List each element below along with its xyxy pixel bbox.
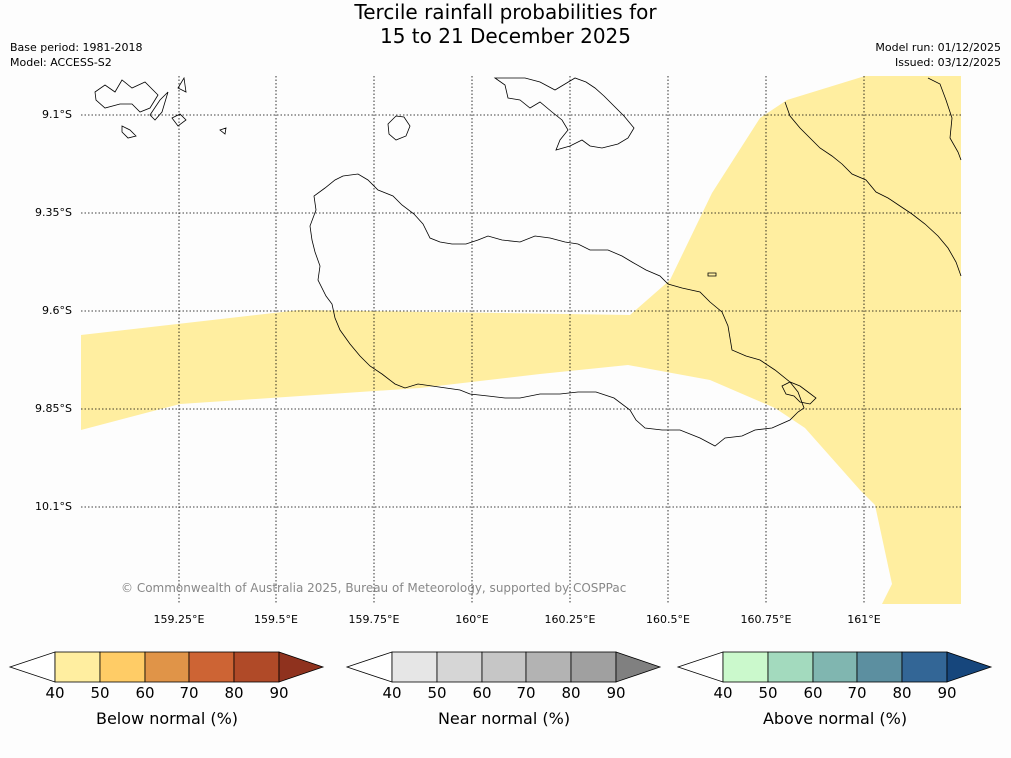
tick: 40 <box>713 684 733 702</box>
probability-shading <box>81 76 961 604</box>
colorbar-above-upper-triangle <box>946 651 993 683</box>
colorbar-near-swatch-5 <box>570 651 617 683</box>
colorbar-below-swatch-2 <box>99 651 146 683</box>
tick: 90 <box>606 684 626 702</box>
model-run: Model run: 01/12/2025 <box>875 41 1001 54</box>
tick: 80 <box>561 684 581 702</box>
colorbar-above <box>676 651 993 683</box>
colorbar-above-swatch-3 <box>812 651 858 683</box>
lon-label-160-75: 160.75°E <box>740 613 792 626</box>
coast-small-island <box>387 115 411 141</box>
tick: 80 <box>224 684 244 702</box>
lat-label-10-1: 10.1°S <box>35 500 72 513</box>
lon-label-161: 161°E <box>847 613 881 626</box>
colorbar-near-swatch-2 <box>436 651 483 683</box>
tick: 90 <box>937 684 957 702</box>
tick: 90 <box>269 684 289 702</box>
title-line-1: Tercile rainfall probabilities for <box>354 0 657 24</box>
lon-label-159-5: 159.5°E <box>254 613 298 626</box>
tick: 60 <box>803 684 823 702</box>
tick: 50 <box>758 684 778 702</box>
colorbar-above-swatch-5 <box>901 651 948 683</box>
colorbar-above-lower-triangle <box>676 651 724 683</box>
shading-below-normal-region <box>81 76 961 604</box>
tick: 50 <box>90 684 110 702</box>
coast-florida-islands <box>493 77 635 151</box>
title-line-2: 15 to 21 December 2025 <box>379 24 631 48</box>
coast-guadalcanal <box>309 173 805 447</box>
colorbar-below-swatch-1 <box>54 651 101 683</box>
colorbar-below-label: Below normal (%) <box>95 709 239 728</box>
coast-russell-islands <box>94 76 227 139</box>
lat-label-9-35: 9.35°S <box>35 206 72 219</box>
colorbar-below-lower-triangle <box>8 651 56 683</box>
colorbar-near <box>345 651 662 683</box>
lon-label-160-5: 160.5°E <box>646 613 690 626</box>
coast-malaita <box>784 101 962 277</box>
colorbar-below-swatch-4 <box>188 651 235 683</box>
colorbar-near-lower-triangle <box>345 651 393 683</box>
lon-label-160-25: 160.25°E <box>544 613 596 626</box>
model-name: Model: ACCESS-S2 <box>10 56 112 69</box>
colorbar-below-upper-triangle <box>278 651 325 683</box>
issued-date: Issued: 03/12/2025 <box>894 56 1001 69</box>
tick: 60 <box>135 684 155 702</box>
tick: 70 <box>847 684 867 702</box>
colorbar-below-swatch-3 <box>144 651 190 683</box>
tick: 40 <box>45 684 65 702</box>
coastlines <box>94 76 962 447</box>
colorbar-above-swatch-4 <box>856 651 903 683</box>
copyright-text: © Commonwealth of Australia 2025, Bureau… <box>121 581 626 595</box>
colorbar-near-swatch-1 <box>391 651 438 683</box>
base-period: Base period: 1981-2018 <box>10 41 143 54</box>
lat-label-9-6: 9.6°S <box>42 304 72 317</box>
tick: 40 <box>382 684 402 702</box>
meta-right: Model run: 01/12/2025 Issued: 03/12/2025 <box>875 40 1001 70</box>
colorbar-near-swatch-4 <box>525 651 572 683</box>
coast-east-cape <box>781 381 817 405</box>
gridlines <box>81 76 961 604</box>
colorbar-above-swatch-2 <box>767 651 814 683</box>
lon-label-159-25: 159.25°E <box>153 613 205 626</box>
tick: 70 <box>179 684 199 702</box>
lon-label-160: 160°E <box>455 613 489 626</box>
tick: 60 <box>472 684 492 702</box>
colorbar-near-swatch-3 <box>481 651 527 683</box>
lon-label-159-75: 159.75°E <box>348 613 400 626</box>
lat-label-9-85: 9.85°S <box>35 402 72 415</box>
colorbar-near-upper-triangle <box>615 651 662 683</box>
colorbar-above-label: Above normal (%) <box>762 709 908 728</box>
tick: 50 <box>427 684 447 702</box>
colorbar-below-swatch-5 <box>233 651 280 683</box>
colorbar-near-label: Near normal (%) <box>437 709 571 728</box>
lat-label-9-1: 9.1°S <box>42 108 72 121</box>
colorbar-above-swatch-1 <box>722 651 769 683</box>
tick: 80 <box>892 684 912 702</box>
coast-islet <box>707 272 717 277</box>
coast-ne-islets <box>927 77 962 161</box>
tick: 70 <box>516 684 536 702</box>
map-title: Tercile rainfall probabilities for 15 to… <box>0 0 1011 48</box>
meta-left: Base period: 1981-2018 Model: ACCESS-S2 <box>10 40 142 70</box>
colorbar-below <box>8 651 325 683</box>
